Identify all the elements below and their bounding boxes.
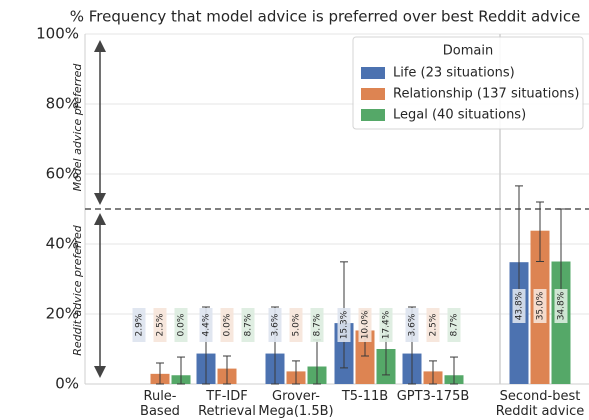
bar-annotation: 4.4% xyxy=(202,313,212,336)
label-bg xyxy=(174,308,188,342)
label-bg xyxy=(379,308,393,342)
label-bg xyxy=(220,308,234,342)
label-bg xyxy=(358,308,372,342)
y-tick-label: 80% xyxy=(46,95,79,113)
x-tick-label-line: GPT3-175B xyxy=(397,389,470,404)
annotation: Model advice preferred xyxy=(71,63,84,192)
bar-annotation: 15.3% xyxy=(340,310,350,339)
y-tick-label: 60% xyxy=(46,165,79,183)
x-tick-label: TF-IDF Retrieval xyxy=(198,389,256,419)
label-bg xyxy=(268,308,282,342)
label-bg xyxy=(337,308,351,342)
label-bg xyxy=(554,289,568,323)
bar-annotation: 8.7% xyxy=(244,313,254,336)
bar-annotation: 17.4% xyxy=(382,310,392,339)
legend-label: Relationship (137 situations) xyxy=(393,87,579,102)
label-bg xyxy=(405,308,419,342)
bar-annotation: 5.0% xyxy=(292,313,302,336)
x-tick-label-line: Second-best xyxy=(500,389,581,404)
chart-title: % Frequency that model advice is preferr… xyxy=(70,8,581,26)
legend-label: Life (23 situations) xyxy=(393,66,515,81)
legend-label: Legal (40 situations) xyxy=(393,108,526,123)
bar-annotation: 2.9% xyxy=(135,313,145,336)
bar-annotation: 0.0% xyxy=(223,313,233,336)
label-bg xyxy=(153,308,167,342)
x-tick-label: Second-best Reddit advice xyxy=(496,389,584,419)
bar-annotation: 34.8% xyxy=(557,291,567,320)
x-tick-label-line: T5-11B xyxy=(341,389,388,404)
label-bg xyxy=(199,308,213,342)
legend-swatch xyxy=(361,88,385,100)
x-tick-label-line: TF-IDF xyxy=(205,389,247,404)
x-tick-label-line: Mega(1.5B) xyxy=(258,404,333,419)
y-tick-label: 20% xyxy=(46,305,79,323)
bar-annotation: 8.7% xyxy=(450,313,460,336)
x-tick-label: T5-11B xyxy=(341,389,388,404)
label-bg xyxy=(289,308,303,342)
bar xyxy=(355,330,375,384)
legend-title: Domain xyxy=(443,44,493,59)
label-bg xyxy=(132,308,146,342)
y-tick-label: 0% xyxy=(55,375,79,393)
x-tick-label: GPT3-175B xyxy=(397,389,470,404)
x-tick-label-line: Grover- xyxy=(272,389,320,404)
bar-annotation: 8.7% xyxy=(313,313,323,336)
y-tick-label: 100% xyxy=(36,25,79,43)
legend-swatch xyxy=(361,109,385,121)
x-tick-label-line: Rule- xyxy=(144,389,177,404)
label-bg xyxy=(512,289,526,323)
label-bg xyxy=(310,308,324,342)
bar-annotation: 2.5% xyxy=(156,313,166,336)
label-bg xyxy=(241,308,255,342)
legend-box xyxy=(352,36,584,130)
bar-annotation: 3.6% xyxy=(271,313,281,336)
label-bg xyxy=(447,308,461,342)
bar-annotation: 43.8% xyxy=(515,291,525,320)
x-tick-label: Grover-Mega(1.5B) xyxy=(258,389,333,419)
y-tick-label: 40% xyxy=(46,235,79,253)
bar-annotation: 10.0% xyxy=(361,310,371,339)
bar-annotation: 0.0% xyxy=(177,313,187,336)
x-tick-label: Rule-Based xyxy=(140,389,180,419)
label-bg xyxy=(426,308,440,342)
bar-annotation: 2.5% xyxy=(429,313,439,336)
legend-swatch xyxy=(361,67,385,79)
annotation: Reddit advice preferred xyxy=(71,224,84,356)
x-tick-label-line: Reddit advice xyxy=(496,404,584,419)
label-bg xyxy=(533,289,547,323)
bar-annotation: 3.6% xyxy=(408,313,418,336)
x-tick-label-line: Based xyxy=(140,404,180,419)
bar-annotation: 35.0% xyxy=(536,291,546,320)
x-tick-label-line: Retrieval xyxy=(198,404,256,419)
